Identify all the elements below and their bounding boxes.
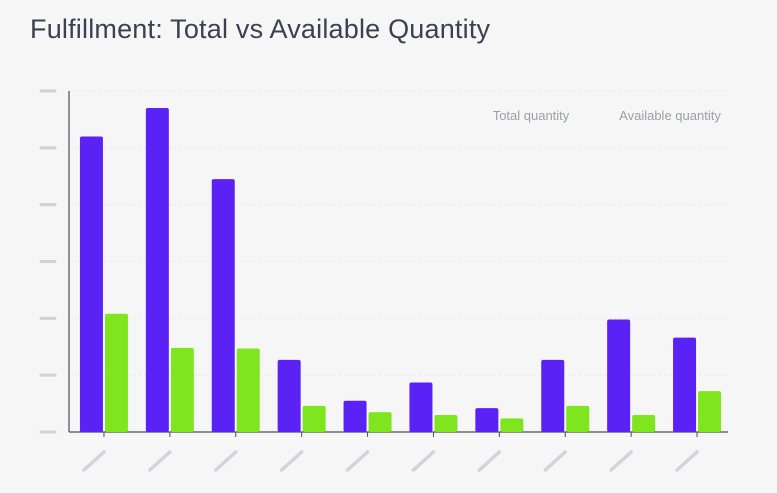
x-tick-label-placeholder	[609, 450, 633, 472]
bar	[607, 319, 631, 432]
bar	[145, 108, 169, 433]
legend-label: Total quantity	[493, 108, 570, 123]
legend-label: Available quantity	[619, 108, 721, 123]
bar	[673, 337, 697, 432]
bar	[566, 405, 590, 432]
chart-title: Fulfillment: Total vs Available Quantity	[30, 14, 491, 44]
bar	[632, 414, 656, 432]
bar	[409, 382, 433, 432]
x-tick-label-placeholder	[675, 450, 699, 472]
x-tick-label-placeholder	[345, 450, 370, 472]
x-tick-label-placeholder	[148, 450, 172, 472]
bar	[368, 412, 392, 432]
x-tick-label-placeholder	[411, 450, 436, 472]
bar	[236, 348, 260, 432]
x-tick-label-placeholder	[477, 450, 502, 472]
bar	[541, 359, 565, 432]
bar	[698, 391, 722, 432]
x-tick-label-placeholder	[82, 450, 106, 472]
bar	[302, 405, 326, 432]
bar	[343, 400, 367, 432]
x-tick-label-placeholder	[214, 450, 238, 472]
bar	[500, 418, 524, 432]
x-tick-label-placeholder	[279, 450, 304, 472]
bar	[277, 359, 301, 432]
bar	[170, 347, 194, 432]
bar	[475, 408, 499, 432]
x-tick-label-placeholder	[543, 450, 567, 472]
bar	[104, 313, 128, 432]
bar	[434, 414, 458, 432]
bar	[79, 136, 103, 432]
bar	[211, 179, 235, 432]
